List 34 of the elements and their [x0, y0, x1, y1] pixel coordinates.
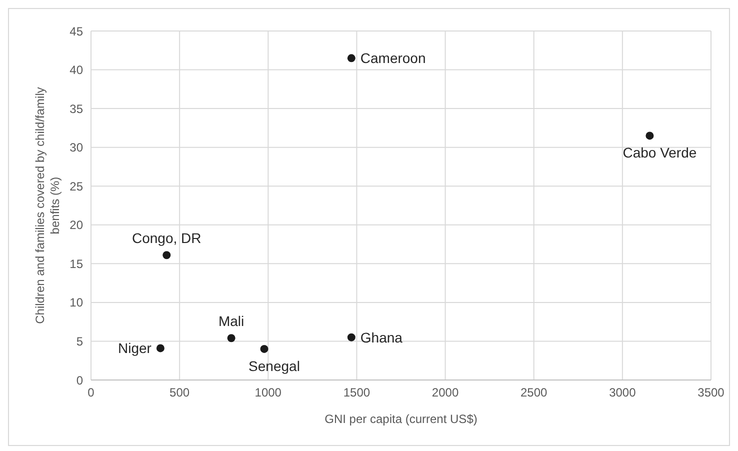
x-tick-label: 3000 [609, 386, 636, 400]
x-tick-label: 0 [88, 386, 95, 400]
x-tick-label: 1000 [254, 386, 282, 400]
point [227, 334, 236, 342]
annotation: Cameroon [360, 50, 426, 66]
x-tick-label: 2500 [520, 386, 548, 400]
annotation: Congo, DR [132, 230, 202, 246]
x-tick-label: 1500 [343, 386, 370, 400]
y-tick-label: 30 [70, 140, 84, 155]
y-tick-label: 40 [70, 63, 84, 78]
y-tick-label: 25 [70, 179, 84, 194]
x-tick-label: 2000 [432, 386, 459, 400]
y-tick-label: 20 [70, 218, 84, 232]
y-tick-label: 15 [70, 256, 84, 271]
y-tick-label: 10 [70, 296, 84, 310]
annotation: Senegal [248, 358, 300, 374]
y-tick-label: 5 [76, 334, 84, 348]
x-axis-title: GNI per capita (current US$) [324, 412, 478, 426]
annotation: Cabo Verde [622, 144, 697, 161]
x-tick-label: 3500 [698, 386, 725, 400]
y-tick-label: 45 [70, 24, 84, 38]
point [646, 132, 654, 140]
y-tick-label: 0 [76, 373, 84, 388]
y-tick-label: 35 [70, 102, 84, 116]
annotation: Niger [118, 340, 152, 356]
annotation: Ghana [360, 329, 403, 346]
point [156, 344, 164, 352]
annotation: Mali [218, 313, 244, 330]
y-axis-title: Children and families covered by child/family benfits (%) [33, 87, 62, 324]
point [347, 333, 356, 342]
point [347, 54, 356, 62]
point [162, 251, 171, 260]
point [260, 344, 268, 353]
x-tick-label: 500 [170, 386, 190, 400]
